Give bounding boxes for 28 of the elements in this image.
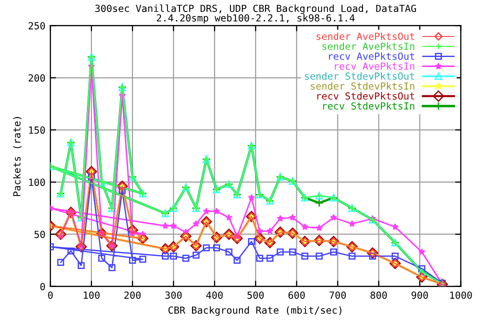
x-tick-label: 0 [48,291,53,299]
x-tick-label: 400 [206,291,223,299]
x-tick-label: 100 [84,291,100,299]
legend-label: recv AvePktsIn [334,62,414,70]
y-tick-label: 50 [34,230,45,238]
legend-label: sender StdevPktsIn [310,82,414,90]
legend-label: recv AvePktsOut [329,52,414,60]
y-tick-label: 200 [28,74,45,82]
x-tick-label: 200 [124,291,141,299]
x-tick-label: 800 [370,291,387,299]
x-tick-label: 900 [412,291,428,299]
y-tick-label: 250 [28,22,45,30]
y-tick-label: 100 [29,178,45,186]
x-tick-label: 300 [165,291,182,299]
legend-label: sender AvePktsOut [316,32,414,40]
x-tick-label: 700 [330,291,346,299]
legend-label: recv StdevPktsIn [323,102,414,110]
legend-label: sender StdevPktsOut [304,72,414,80]
x-tick-label: 500 [248,291,264,299]
legend-label: recv StdevPktsOut [317,92,414,100]
y-tick-label: 150 [29,126,45,134]
x-tick-label: 1000 [450,291,472,299]
chart-title: 300sec VanillaTCP DRS, UDP CBR Background Load, DataTAG 2.4.20smp web100-2.2.1, sk98-6.1.4 [95,4,416,24]
x-tick-label: 600 [288,291,305,299]
x-axis-title: CBR Background Rate (mbit/sec) [168,306,342,316]
y-tick-label: 0 [40,282,45,290]
y-axis-title: Packets (rate) [13,117,22,196]
legend-label: sender AvePktsIn [322,42,414,50]
